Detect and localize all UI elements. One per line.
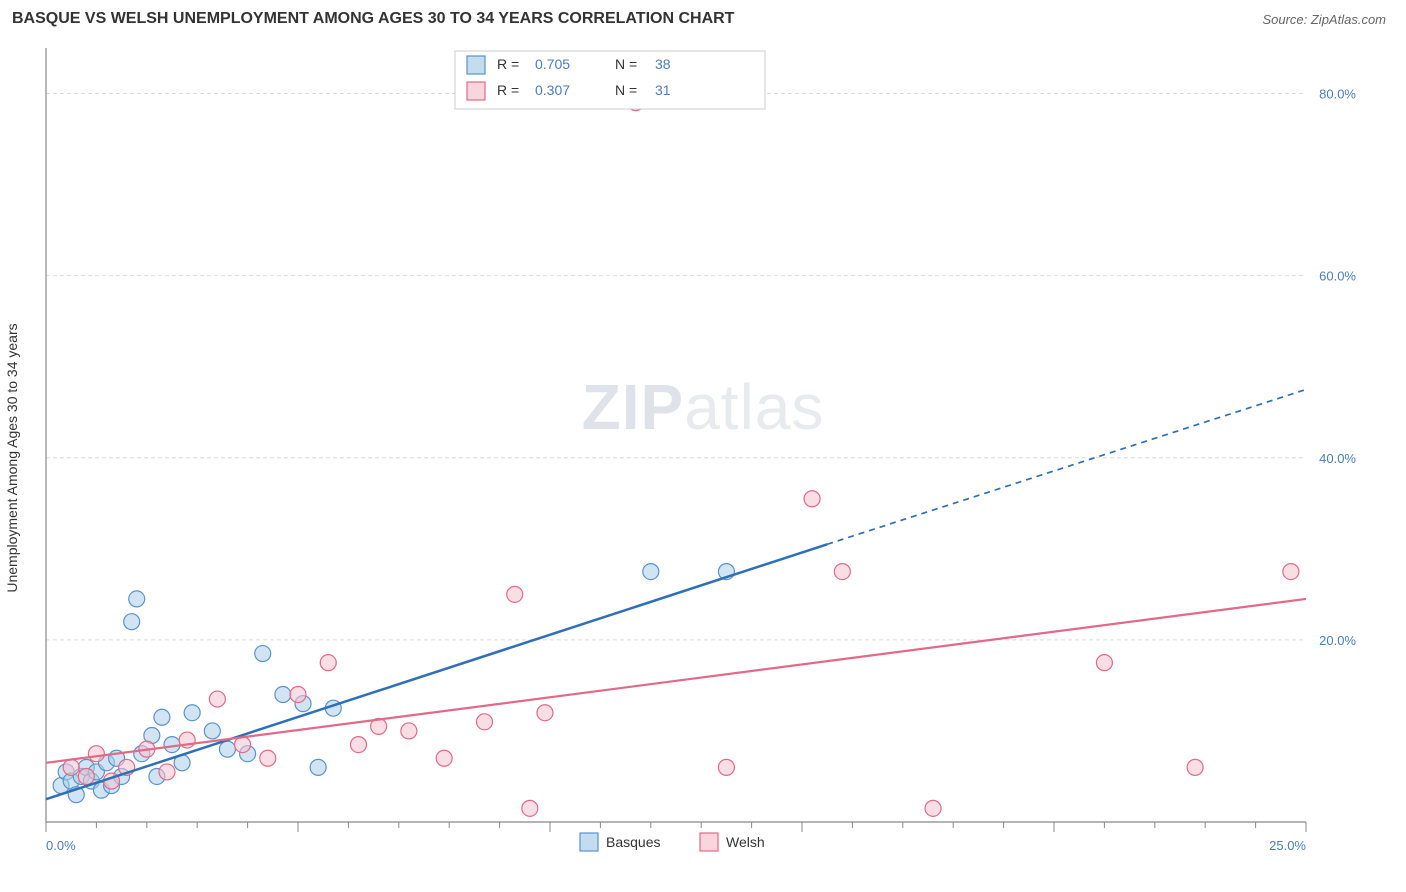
svg-text:80.0%: 80.0% [1319, 87, 1356, 102]
legend-label: Welsh [726, 834, 765, 850]
regression-line-extrapolated [827, 389, 1306, 544]
data-point [643, 564, 659, 580]
data-point [507, 586, 523, 602]
svg-text:0.705: 0.705 [535, 56, 570, 72]
data-point [476, 714, 492, 730]
data-point [260, 750, 276, 766]
svg-text:N =: N = [615, 82, 637, 98]
data-point [522, 800, 538, 816]
data-point [1187, 759, 1203, 775]
source-attribution: Source: ZipAtlas.com [1262, 12, 1386, 27]
svg-text:R =: R = [497, 56, 519, 72]
legend-swatch [700, 833, 718, 851]
data-point [310, 759, 326, 775]
svg-text:R =: R = [497, 82, 519, 98]
data-point [718, 759, 734, 775]
data-point [209, 691, 225, 707]
data-point [537, 705, 553, 721]
data-point [219, 741, 235, 757]
legend-swatch [467, 56, 485, 74]
data-point [804, 491, 820, 507]
data-point [184, 705, 200, 721]
legend-swatch [467, 82, 485, 100]
data-point [78, 768, 94, 784]
data-point [1096, 655, 1112, 671]
svg-text:38: 38 [655, 56, 671, 72]
svg-text:25.0%: 25.0% [1269, 838, 1306, 853]
data-point [154, 709, 170, 725]
data-point [88, 746, 104, 762]
y-axis-label: Unemployment Among Ages 30 to 34 years [4, 323, 20, 592]
data-point [401, 723, 417, 739]
data-point [925, 800, 941, 816]
legend-label: Basques [606, 834, 660, 850]
data-point [124, 614, 140, 630]
data-point [290, 687, 306, 703]
svg-text:0.307: 0.307 [535, 82, 570, 98]
data-point [350, 737, 366, 753]
svg-text:0.0%: 0.0% [46, 838, 76, 853]
data-point [436, 750, 452, 766]
regression-line [46, 599, 1306, 763]
data-point [1283, 564, 1299, 580]
svg-text:20.0%: 20.0% [1319, 633, 1356, 648]
chart-title: BASQUE VS WELSH UNEMPLOYMENT AMONG AGES … [12, 10, 734, 28]
legend-swatch [580, 833, 598, 851]
data-point [320, 655, 336, 671]
correlation-chart: 20.0% 40.0% 60.0% 80.0% 0.0% 25.0% R = 0.705 N =… [0, 33, 1406, 883]
svg-text:60.0%: 60.0% [1319, 269, 1356, 284]
data-point [129, 591, 145, 607]
data-point [275, 687, 291, 703]
data-point [204, 723, 220, 739]
svg-text:31: 31 [655, 82, 671, 98]
svg-text:N =: N = [615, 56, 637, 72]
data-point [834, 564, 850, 580]
data-point [159, 764, 175, 780]
data-point [255, 646, 271, 662]
svg-text:40.0%: 40.0% [1319, 451, 1356, 466]
data-point [63, 759, 79, 775]
